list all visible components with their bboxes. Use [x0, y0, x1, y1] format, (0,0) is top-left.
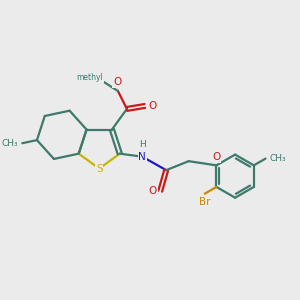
Text: CH₃: CH₃ [270, 154, 286, 163]
Text: S: S [96, 164, 103, 174]
Text: O: O [212, 152, 220, 162]
Text: O: O [148, 101, 157, 111]
Text: O: O [148, 186, 157, 196]
Text: Br: Br [199, 197, 211, 207]
Text: O: O [113, 77, 122, 87]
Text: N: N [138, 152, 146, 162]
Text: H: H [140, 140, 146, 148]
Text: methyl: methyl [77, 73, 103, 82]
Text: CH₃: CH₃ [2, 139, 18, 148]
